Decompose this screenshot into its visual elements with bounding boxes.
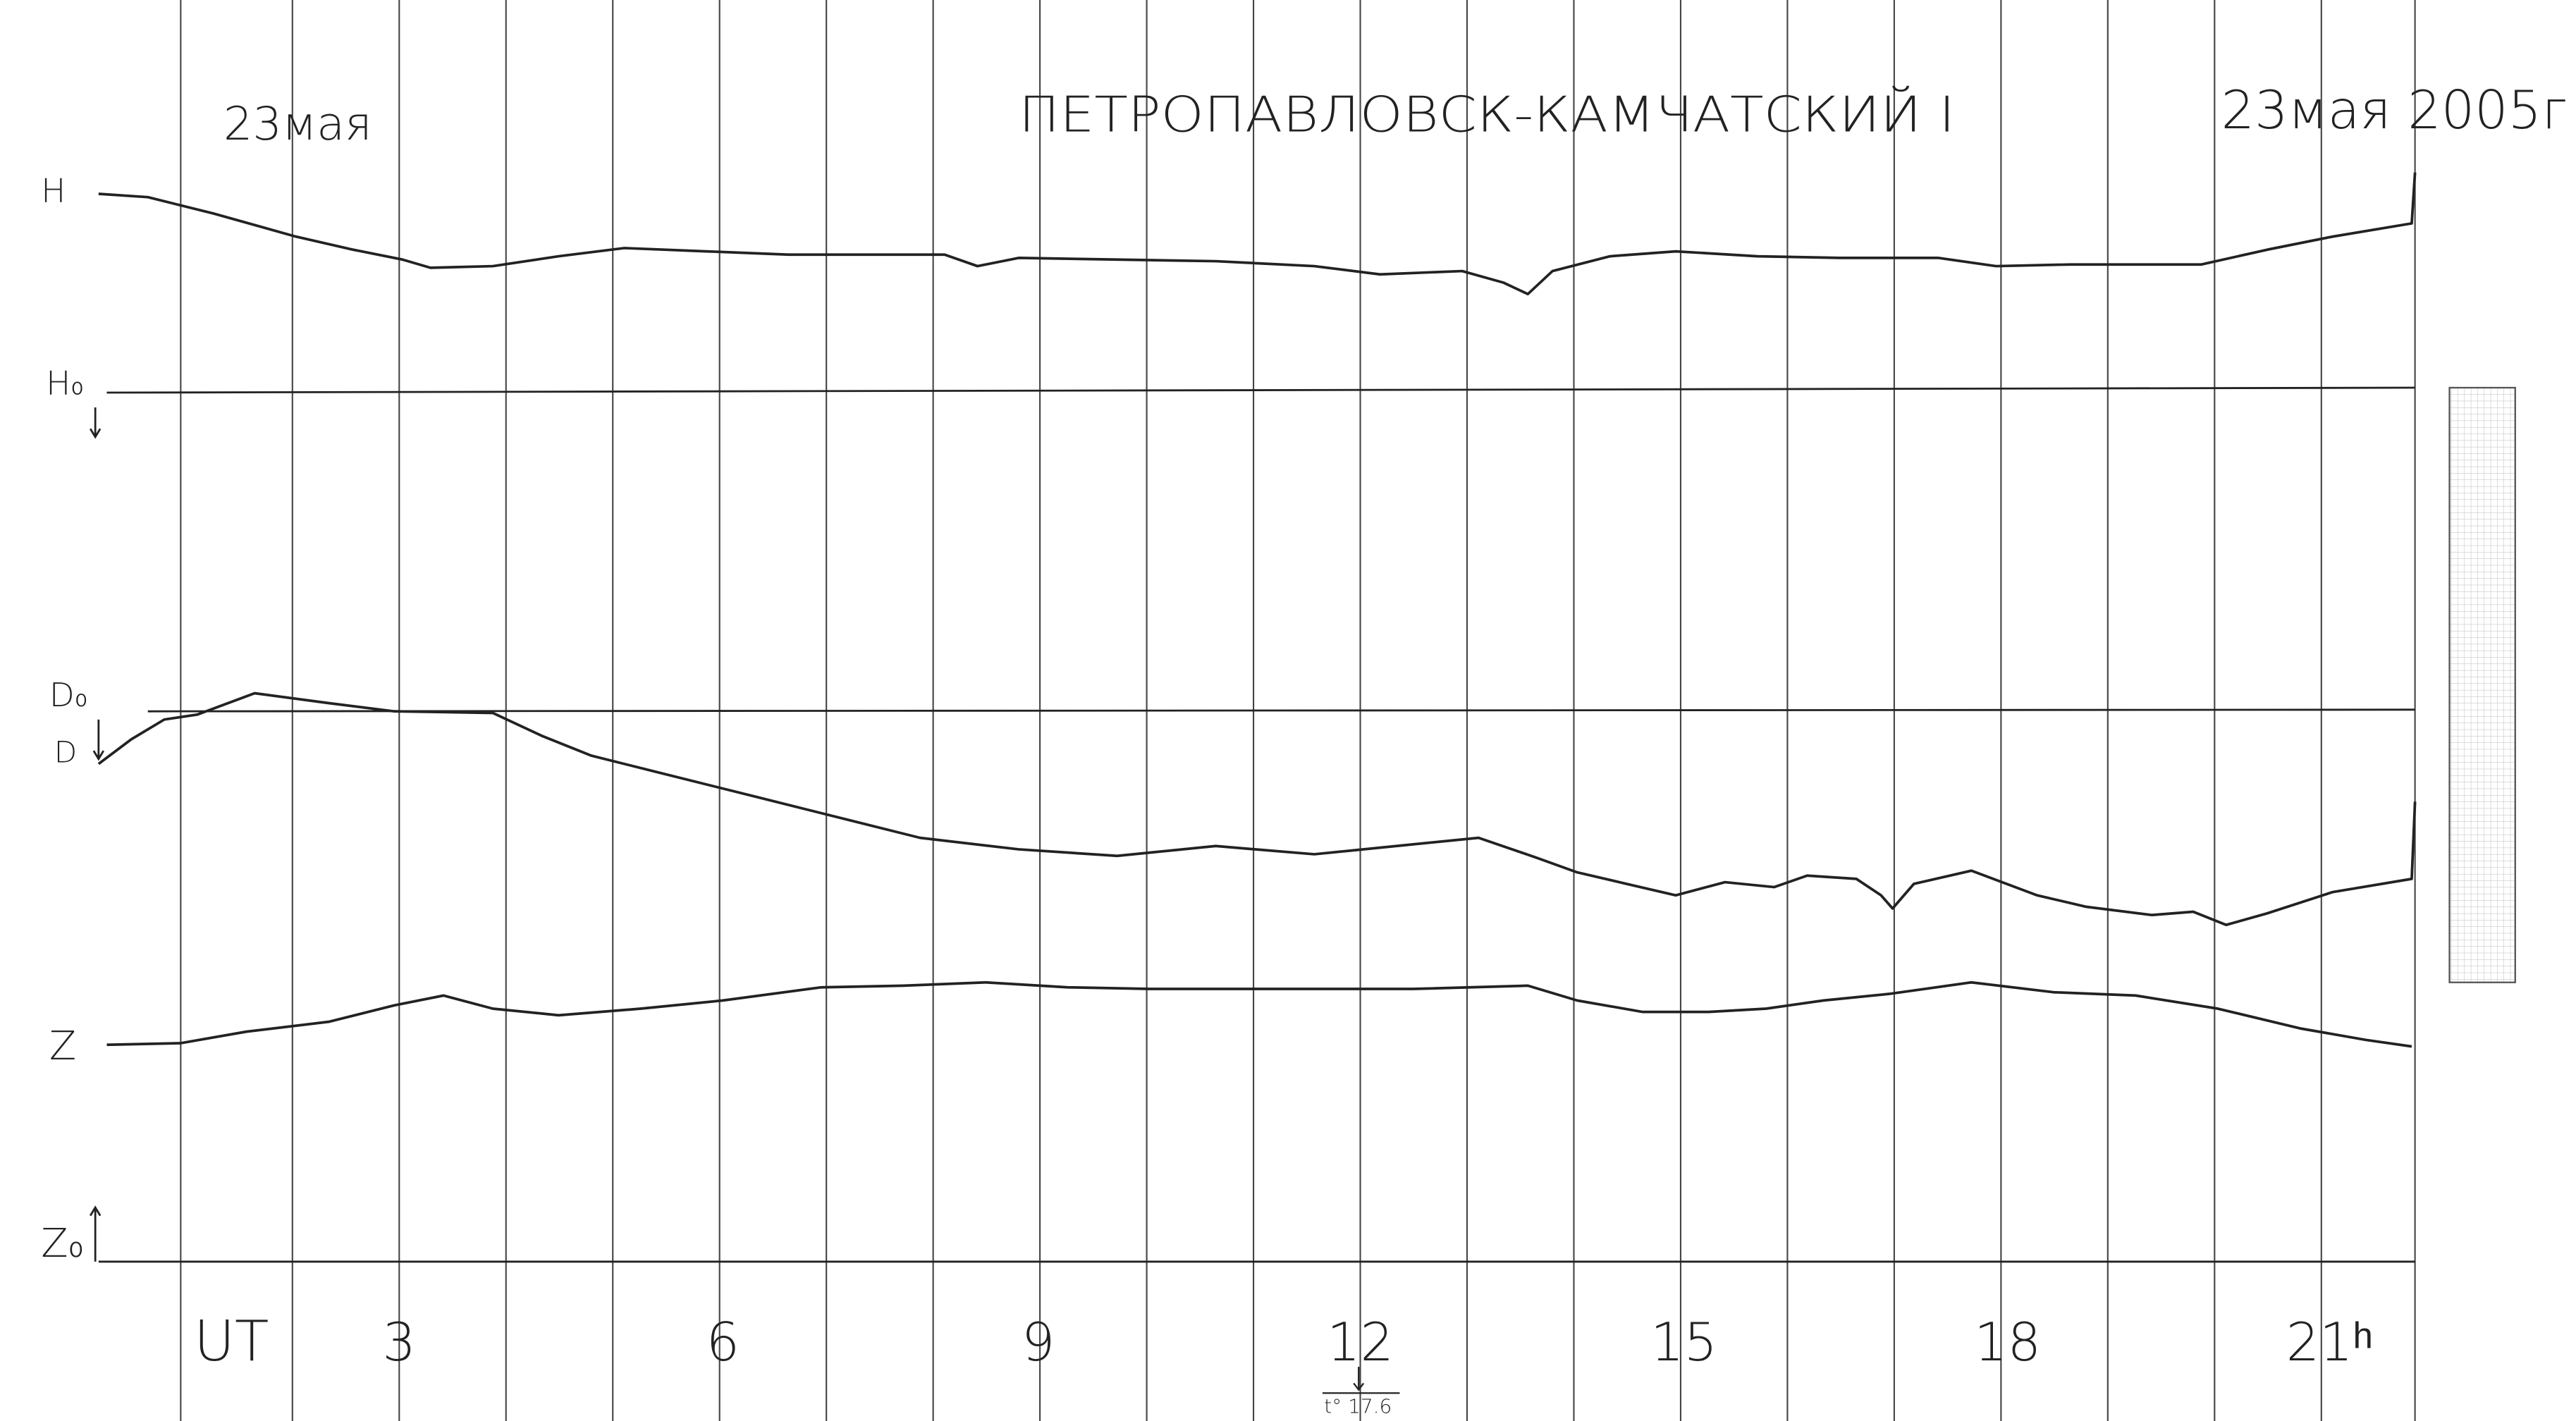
hour-label: 21ʰ xyxy=(2286,1312,2373,1373)
h-trace xyxy=(98,172,2417,296)
scale-strip xyxy=(2448,386,2516,983)
z-label: Z xyxy=(49,1023,76,1069)
hour-label: 18 xyxy=(1974,1312,2041,1373)
d-trace xyxy=(97,691,2417,927)
z-trace xyxy=(106,980,2412,1048)
station: ПЕТРОПАВЛОВСК-КАМЧАТСКИЙ I xyxy=(1019,86,1955,143)
d0-label: D₀ xyxy=(49,676,88,714)
ut-label: UT xyxy=(194,1308,269,1374)
date-right: 23мая 2005г xyxy=(2221,80,2568,141)
date-left: 23мая xyxy=(223,97,372,151)
hour-label: 9 xyxy=(1022,1312,1055,1373)
hour-label: 15 xyxy=(1650,1312,1717,1373)
h0-label: H₀ xyxy=(46,364,84,402)
baselines xyxy=(98,386,2415,1263)
z0-label: Z₀ xyxy=(41,1221,84,1267)
temperature-mark xyxy=(1322,1367,1400,1394)
hour-label: 12 xyxy=(1327,1312,1394,1373)
d-label: D xyxy=(54,734,77,769)
arrows xyxy=(89,407,105,1262)
hour-label: 3 xyxy=(383,1312,416,1373)
temperature: t° 17.6 xyxy=(1324,1394,1392,1417)
h-label: H xyxy=(41,172,66,210)
hour-label: 6 xyxy=(706,1312,740,1373)
